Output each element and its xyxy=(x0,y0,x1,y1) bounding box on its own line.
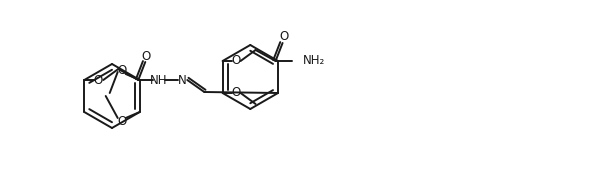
Text: N: N xyxy=(178,74,187,86)
Text: O: O xyxy=(94,74,103,86)
Text: O: O xyxy=(117,64,126,78)
Text: O: O xyxy=(279,30,288,43)
Text: O: O xyxy=(231,54,240,68)
Text: NH₂: NH₂ xyxy=(303,54,325,68)
Text: O: O xyxy=(117,114,126,128)
Text: O: O xyxy=(142,49,151,63)
Text: NH: NH xyxy=(150,74,167,86)
Text: O: O xyxy=(231,86,240,100)
